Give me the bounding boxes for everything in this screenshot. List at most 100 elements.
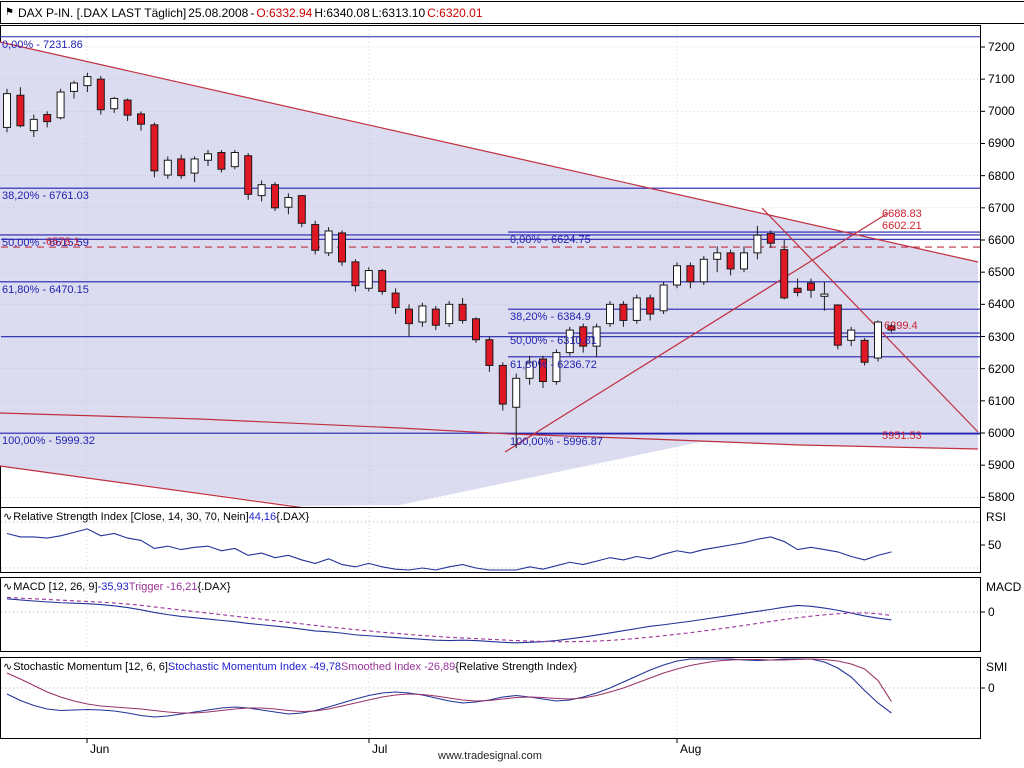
- rsi-curve: [6, 528, 892, 571]
- candle-up: [190, 158, 199, 174]
- candle-up: [512, 377, 521, 408]
- rsi-axis-tick-label: 50: [988, 538, 1002, 552]
- candle-up: [740, 252, 748, 270]
- candle-down: [244, 155, 253, 195]
- smi-axis-tick-label: 0: [988, 681, 995, 695]
- candle-down: [646, 297, 655, 315]
- candle-up: [70, 82, 78, 92]
- y-axis-tick-label: 6900: [988, 136, 1015, 151]
- candle-up: [673, 265, 681, 286]
- candle-up: [753, 234, 762, 254]
- title-separator: -: [250, 5, 255, 20]
- candle-down: [887, 325, 896, 331]
- price-label-red: 6688.83: [882, 208, 922, 220]
- candle-up: [632, 297, 641, 321]
- sine-wave-icon: ∿: [3, 511, 13, 523]
- candle-down: [726, 252, 735, 270]
- rsi-panel-header: ∿ Relative Strength Index [Close, 14, 30,…: [3, 510, 309, 524]
- fib-retracement-minor-label: 61,80% - 6236.72: [510, 358, 597, 371]
- candle-up: [820, 293, 829, 297]
- candle-up: [3, 93, 11, 128]
- instrument-title: DAX P-IN. [.DAX LAST Täglich]: [17, 5, 187, 20]
- candle-down: [485, 339, 494, 366]
- fib-retracement-major-label: 38,20% - 6761.03: [2, 190, 89, 203]
- candle-down: [271, 184, 279, 209]
- candle-down: [498, 364, 507, 405]
- candlestick-series[interactable]: [3, 72, 896, 449]
- candle-down: [579, 326, 588, 347]
- candle-down: [137, 113, 145, 125]
- y-axis-tick-label: 6200: [988, 361, 1015, 376]
- candle-down: [150, 124, 159, 172]
- candle-down: [860, 339, 869, 363]
- high-value: H:6340.08: [314, 5, 370, 20]
- candle-down: [807, 282, 815, 291]
- candle-down: [297, 195, 306, 224]
- candle-up: [659, 284, 668, 312]
- candle-down: [539, 358, 547, 383]
- open-value: O:6332.94: [256, 5, 313, 20]
- fib-retracement-major-label: 100,00% - 5999.32: [2, 435, 95, 448]
- trendline-ascending-from-july-low[interactable]: [504, 212, 889, 453]
- trendline-long-term-resistance[interactable]: [0, 41, 979, 263]
- macd-header-segment: -35,93: [97, 580, 129, 593]
- y-axis-tick-label: 6800: [988, 168, 1015, 183]
- candle-up: [418, 305, 427, 323]
- watermark-url: www.tradesignal.com: [438, 750, 542, 762]
- candle-down: [472, 318, 480, 341]
- candle-up: [606, 303, 614, 325]
- macd-header-segment: Trigger -16,21: [128, 580, 198, 593]
- bar-date: 25.08.2008: [188, 5, 249, 20]
- y-axis-tick-label: 6600: [988, 233, 1015, 247]
- smi-axis-name-label: SMI: [986, 660, 1008, 674]
- candle-up: [699, 258, 708, 283]
- candle-up: [552, 352, 561, 383]
- trendline-support-wavy[interactable]: [0, 412, 979, 450]
- fib-retracement-minor-label: 100,00% - 5996.87: [510, 436, 603, 448]
- candle-up: [364, 270, 373, 289]
- candle-down: [16, 94, 25, 127]
- sine-wave-icon: ∿: [3, 581, 13, 593]
- trendline-channel-lower-left[interactable]: [0, 465, 306, 509]
- y-axis-tick-label: 6100: [988, 393, 1015, 408]
- fib-retracement-major-label: 0,00% - 7231.86: [2, 38, 83, 51]
- candle-down: [431, 308, 440, 326]
- chart-title-bar: ⚑ DAX P-IN. [.DAX LAST Täglich] 25.08.20…: [0, 1, 1024, 24]
- candle-up: [565, 329, 574, 354]
- candle-down: [338, 232, 346, 263]
- candle-up: [56, 91, 65, 119]
- price-label-red: 6602.21: [882, 220, 922, 232]
- candle-down: [458, 303, 467, 321]
- macd-curve: [6, 598, 892, 644]
- smi-header-segment: Stochastic Momentum [12, 6, 6]: [13, 660, 168, 673]
- candle-up: [110, 97, 119, 110]
- candle-up: [257, 184, 266, 197]
- y-axis-tick-label: 5900: [988, 458, 1015, 473]
- candle-down: [405, 308, 413, 325]
- fib-retracement-minor-label: 50,00% - 6310.81: [510, 335, 597, 348]
- price-label-red: 6578.1: [46, 236, 80, 248]
- macd-axis-tick-label: 0: [988, 605, 995, 619]
- y-axis-tick-label: 6000: [988, 426, 1015, 440]
- y-axis-tick-label: 6400: [988, 297, 1015, 312]
- smi-header-segment: {Relative Strength Index}: [455, 660, 577, 673]
- rsi-header-segment: 44,16: [248, 510, 277, 523]
- trendline-steep-descending[interactable]: [761, 207, 979, 433]
- candle-up: [83, 76, 92, 87]
- y-axis-tick-label: 6500: [988, 265, 1015, 280]
- smi-panel-frame: [0, 657, 981, 739]
- candle-up: [204, 153, 212, 161]
- macd-header-segment: MACD [12, 26, 9]: [13, 580, 98, 593]
- price-label-red: 6299.4: [884, 320, 918, 332]
- y-axis-tick-label: 5800: [988, 490, 1015, 505]
- candle-up: [847, 329, 856, 341]
- instrument-flag-icon: ⚑: [5, 7, 14, 18]
- candle-up: [29, 118, 38, 132]
- candle-down: [391, 292, 400, 309]
- x-axis-month-label: Aug: [680, 742, 702, 756]
- candle-up: [525, 361, 534, 379]
- candle-up: [230, 152, 239, 168]
- candle-down: [378, 270, 387, 292]
